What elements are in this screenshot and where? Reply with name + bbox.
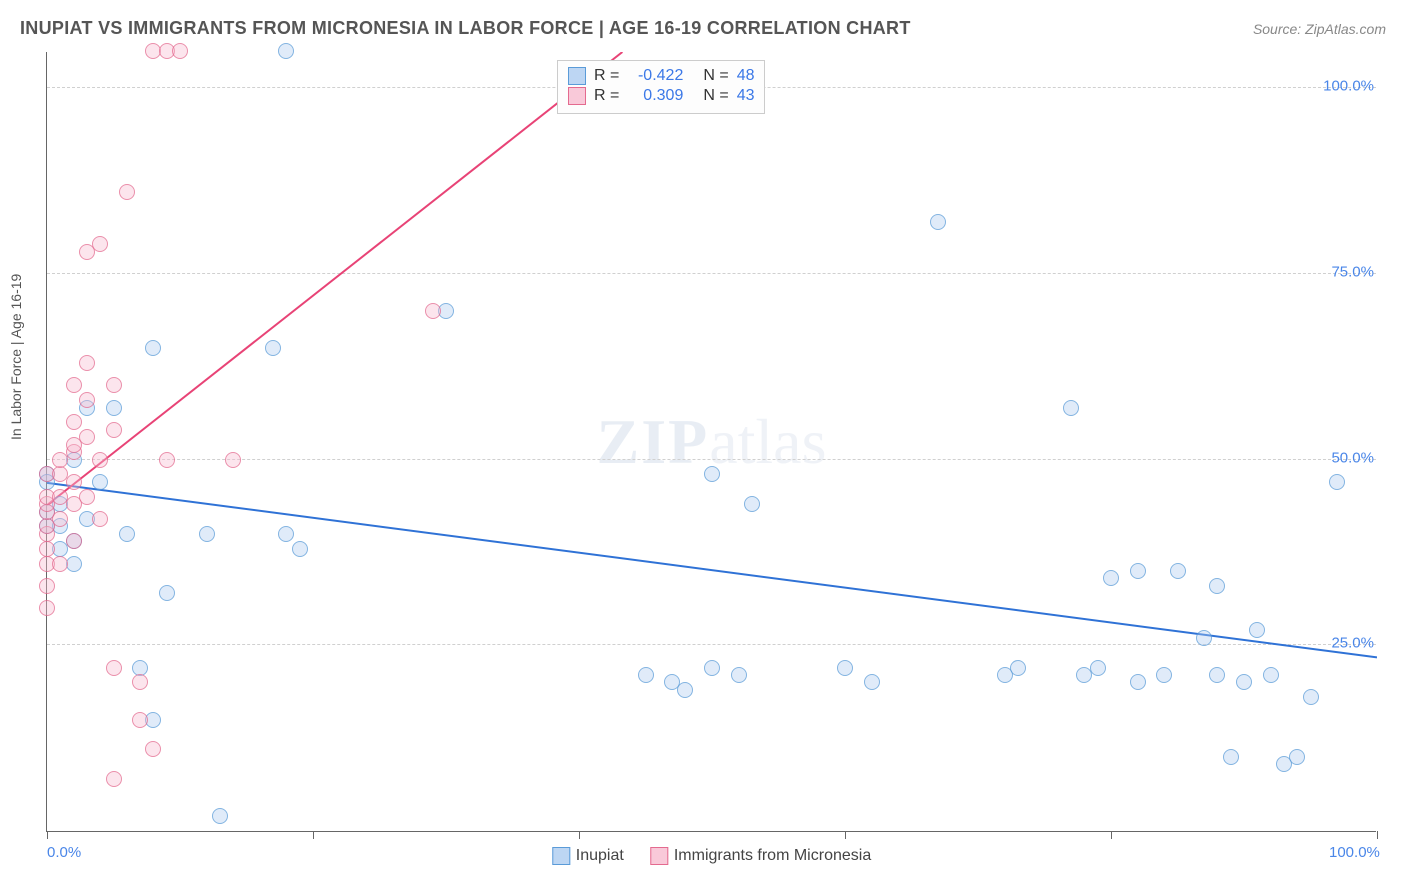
y-tick-label: 100.0% [1323,78,1374,95]
legend-swatch-icon [650,847,668,865]
data-point [79,429,95,445]
data-point [106,771,122,787]
data-point [704,466,720,482]
gridline [47,644,1376,645]
legend-item-inupiat: Inupiat [552,847,624,865]
legend-swatch-icon [568,67,586,85]
data-point [1063,400,1079,416]
data-point [66,414,82,430]
scatter-chart: ZIPatlas Inupiat Immigrants from Microne… [46,52,1376,832]
x-tick-label: 0.0% [47,844,81,861]
data-point [930,214,946,230]
x-tick [845,831,846,839]
data-point [106,422,122,438]
data-point [1249,622,1265,638]
x-tick [313,831,314,839]
data-point [1130,674,1146,690]
source-label: Source: ZipAtlas.com [1253,21,1386,37]
data-point [79,392,95,408]
data-point [265,340,281,356]
x-tick [579,831,580,839]
data-point [677,682,693,698]
y-axis-label: In Labor Force | Age 16-19 [8,274,24,440]
data-point [638,667,654,683]
data-point [1329,474,1345,490]
y-tick-label: 50.0% [1331,449,1374,466]
data-point [92,236,108,252]
data-point [159,452,175,468]
data-point [92,511,108,527]
series-legend: Inupiat Immigrants from Micronesia [552,847,871,865]
data-point [1209,578,1225,594]
data-point [1196,630,1212,646]
data-point [119,526,135,542]
data-point [39,541,55,557]
data-point [278,526,294,542]
data-point [1303,689,1319,705]
data-point [1010,660,1026,676]
chart-title: INUPIAT VS IMMIGRANTS FROM MICRONESIA IN… [20,18,911,39]
data-point [731,667,747,683]
x-tick [1377,831,1378,839]
data-point [864,674,880,690]
data-point [225,452,241,468]
data-point [132,660,148,676]
data-point [92,452,108,468]
gridline [47,459,1376,460]
data-point [1090,660,1106,676]
data-point [79,355,95,371]
data-point [132,674,148,690]
data-point [106,660,122,676]
correlation-legend: R =-0.422N =48 R =0.309N =43 [557,60,765,114]
legend-item-micronesia: Immigrants from Micronesia [650,847,871,865]
data-point [145,340,161,356]
correlation-row: R =0.309N =43 [568,87,754,105]
data-point [837,660,853,676]
trendlines [47,52,1377,832]
correlation-row: R =-0.422N =48 [568,67,754,85]
x-tick-label: 100.0% [1329,844,1380,861]
data-point [52,511,68,527]
data-point [106,377,122,393]
data-point [1289,749,1305,765]
data-point [744,496,760,512]
data-point [199,526,215,542]
data-point [704,660,720,676]
gridline [47,273,1376,274]
data-point [79,489,95,505]
data-point [92,474,108,490]
y-tick-label: 75.0% [1331,263,1374,280]
data-point [212,808,228,824]
data-point [292,541,308,557]
x-tick [1111,831,1112,839]
data-point [39,578,55,594]
legend-swatch-icon [552,847,570,865]
legend-swatch-icon [568,87,586,105]
data-point [119,184,135,200]
data-point [66,377,82,393]
data-point [52,556,68,572]
data-point [106,400,122,416]
data-point [172,43,188,59]
data-point [39,600,55,616]
data-point [1236,674,1252,690]
data-point [1156,667,1172,683]
data-point [425,303,441,319]
x-tick [47,831,48,839]
data-point [132,712,148,728]
y-tick-label: 25.0% [1331,635,1374,652]
data-point [1130,563,1146,579]
data-point [1263,667,1279,683]
data-point [159,585,175,601]
data-point [66,474,82,490]
data-point [1170,563,1186,579]
data-point [145,741,161,757]
data-point [1103,570,1119,586]
data-point [66,533,82,549]
data-point [1209,667,1225,683]
data-point [278,43,294,59]
data-point [1223,749,1239,765]
